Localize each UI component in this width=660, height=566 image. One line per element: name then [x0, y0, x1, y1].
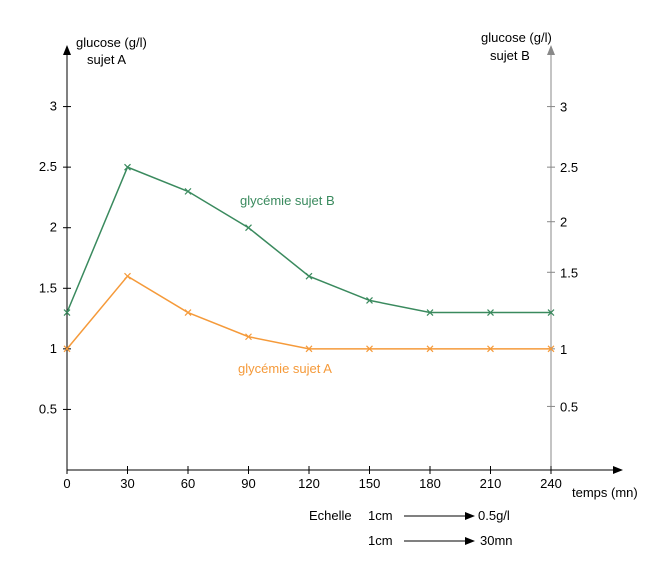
data-point-marker [184, 187, 192, 195]
scale-row2-right: 30mn [480, 533, 513, 548]
left-y-tick-label: 2.5 [39, 159, 57, 174]
series-label-a: glycémie sujet A [238, 361, 332, 376]
scale-title: Echelle [309, 508, 352, 523]
right-axis-label-line1: glucose (g/l) [481, 30, 552, 45]
x-tick-label: 120 [298, 476, 320, 491]
x-axis-label: temps (mn) [572, 485, 638, 500]
data-point-marker [245, 333, 252, 341]
left-y-tick-label: 3 [50, 99, 57, 114]
data-point-marker [245, 224, 252, 232]
left-y-tick-label: 2 [50, 220, 57, 235]
left-axis-label-line2: sujet A [87, 52, 126, 67]
x-tick-label: 180 [419, 476, 441, 491]
data-point-marker [547, 309, 555, 316]
left-y-tick-label: 0.5 [39, 401, 57, 416]
data-point-marker [487, 345, 494, 353]
x-tick-label: 90 [241, 476, 255, 491]
right-y-tick-label: 1.5 [560, 265, 578, 280]
left-axis-label-line1: glucose (g/l) [76, 35, 147, 50]
data-point-marker [124, 163, 131, 171]
x-tick-label: 0 [63, 476, 70, 491]
x-tick-label: 30 [120, 476, 134, 491]
data-point-marker [124, 272, 131, 280]
data-point-marker [547, 345, 555, 353]
series-layer [63, 163, 555, 353]
data-point-marker [366, 296, 373, 304]
scale-row1-right: 0.5g/l [478, 508, 510, 523]
right-y-tick-label: 0.5 [560, 399, 578, 414]
x-tick-label: 210 [480, 476, 502, 491]
right-axis-label-line2: sujet B [490, 48, 530, 63]
data-point-marker [305, 272, 313, 280]
x-tick-label: 150 [359, 476, 381, 491]
x-tick-label: 240 [540, 476, 562, 491]
data-point-marker [426, 309, 434, 316]
x-tick-label: 60 [181, 476, 195, 491]
data-point-marker [487, 309, 494, 316]
data-point-marker [184, 309, 192, 316]
right-y-tick-label: 1 [560, 342, 567, 357]
right-y-tick-label: 2.5 [560, 160, 578, 175]
series-line-0 [66, 166, 551, 314]
scale-row2-left: 1cm [368, 533, 393, 548]
data-point-marker [63, 345, 71, 353]
scale-row1-left: 1cm [368, 508, 393, 523]
data-point-marker [63, 309, 71, 316]
left-y-tick-label: 1.5 [39, 280, 57, 295]
series-label-b: glycémie sujet B [240, 193, 335, 208]
data-point-marker [366, 345, 373, 353]
right-y-tick-label: 2 [560, 215, 567, 230]
data-point-marker [426, 345, 434, 353]
data-point-marker [305, 345, 313, 353]
right-y-tick-label: 3 [560, 100, 567, 115]
left-y-tick-label: 1 [50, 341, 57, 356]
ticks-layer: 0 30 60 90 120 150 180 210 240 0.5 1 1.5 2 2.5 3 0.5 1 1.… [39, 99, 578, 491]
